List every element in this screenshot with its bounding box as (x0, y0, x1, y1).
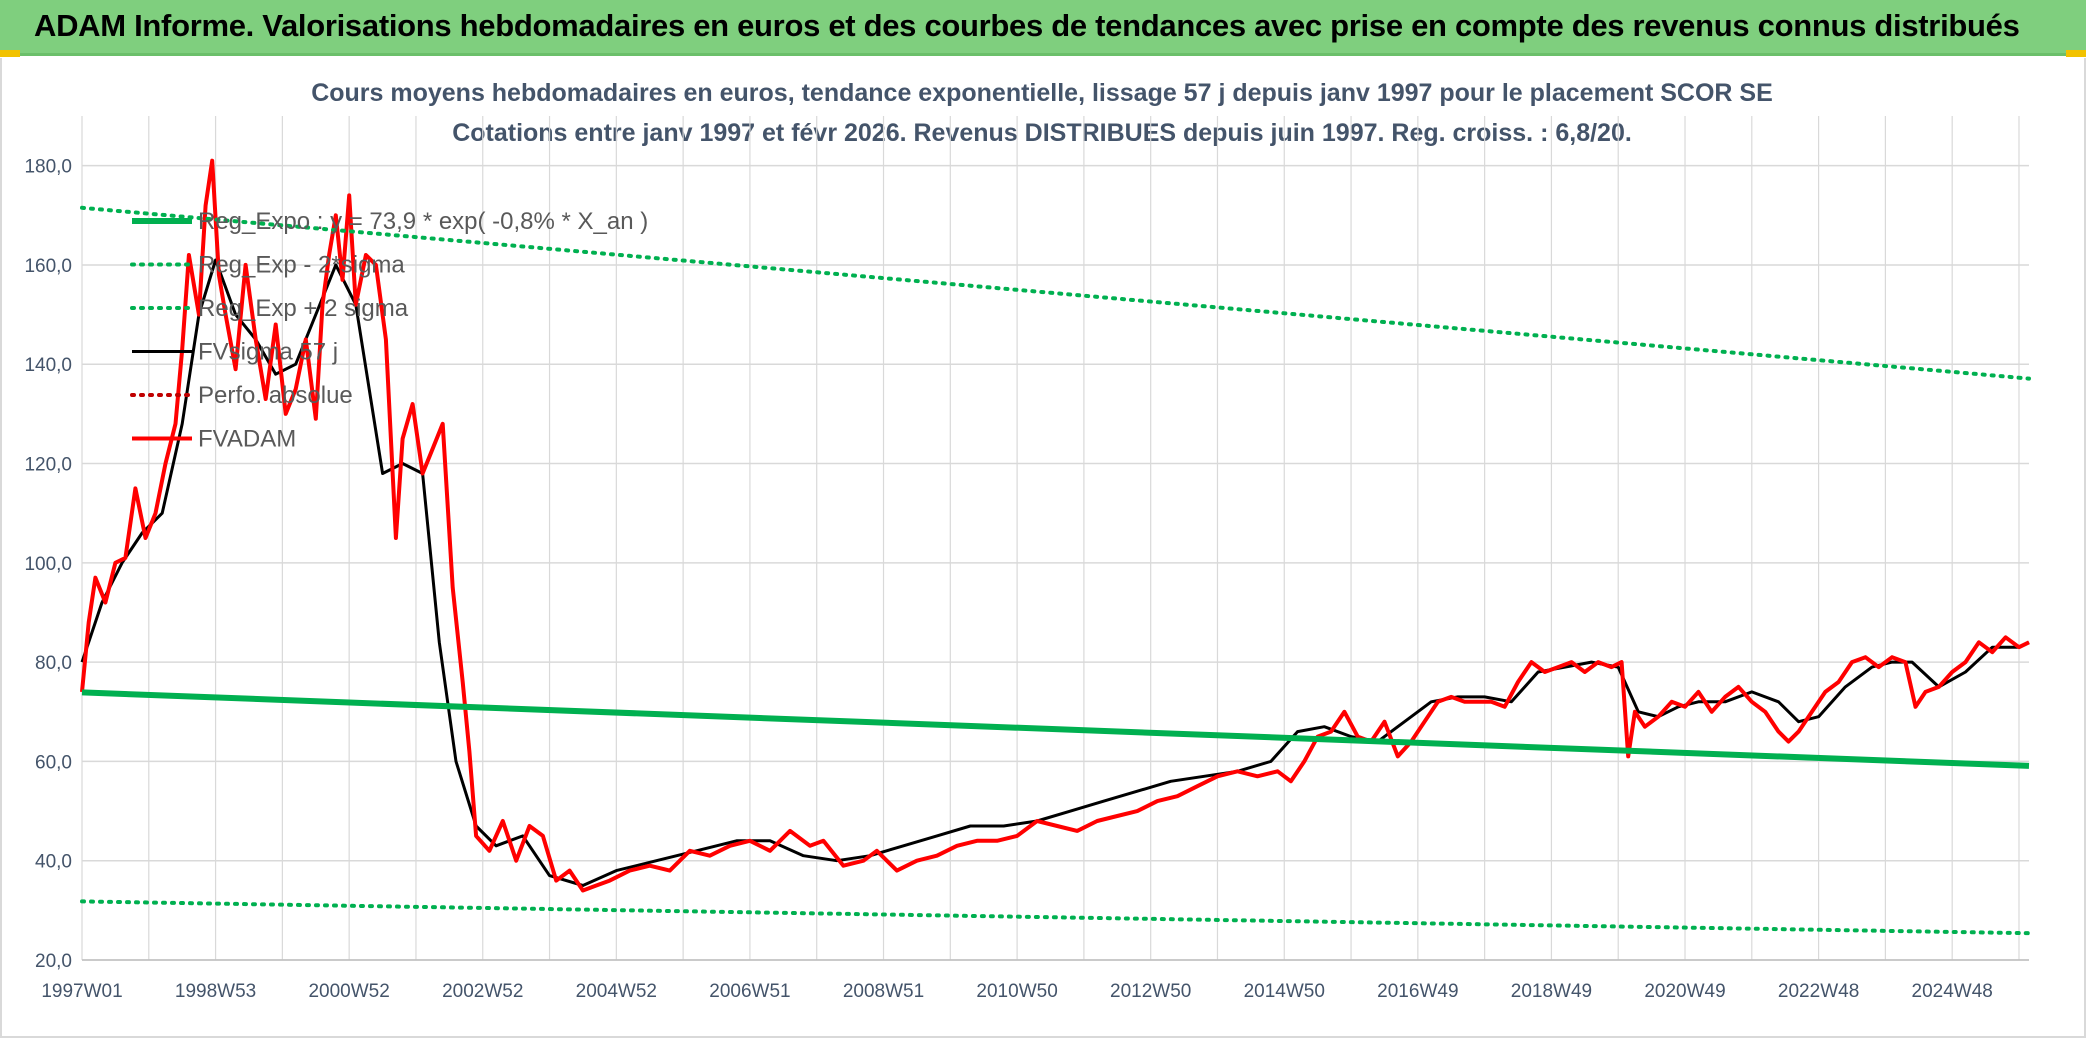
legend: Reg_Expo : y = 73,9 * exp( -0,8% * X_an … (130, 208, 648, 453)
corner-mark-left (0, 50, 20, 57)
series-line-1 (80, 899, 2031, 936)
corner-mark-right (2066, 50, 2086, 57)
x-tick-label: 2016W49 (1377, 981, 1458, 1002)
x-tick-label: 2008W51 (843, 981, 924, 1002)
y-tick-label: 140,0 (24, 355, 72, 376)
x-tick-label: 2014W50 (1244, 981, 1325, 1002)
y-tick-label: 100,0 (24, 554, 72, 575)
legend-entry: FVADAM (198, 426, 296, 453)
legend-entry: Perfo. absolue (198, 382, 353, 409)
x-tick-label: 2004W52 (576, 981, 657, 1002)
banner-title: ADAM Informe. Valorisations hebdomadaire… (34, 8, 2020, 43)
y-tick-label: 180,0 (24, 157, 72, 178)
series-line-2 (80, 205, 2031, 381)
grid-layer (81, 116, 2029, 961)
y-tick-label: 160,0 (24, 256, 72, 277)
series-line-0 (81, 689, 2030, 769)
legend-entry: Reg_Exp + 2 sigma (198, 295, 409, 322)
x-tick-label: 2006W51 (709, 981, 790, 1002)
legend-entry: Reg_Expo : y = 73,9 * exp( -0,8% * X_an … (198, 208, 648, 235)
chart: Cours moyens hebdomadaires en euros, ten… (24, 79, 2031, 1002)
y-tick-label: 120,0 (24, 455, 72, 476)
series-line-5 (80, 158, 2030, 893)
x-tick-label: 1998W53 (175, 981, 256, 1002)
x-tick-label: 2002W52 (442, 981, 523, 1002)
page-banner: ADAM Informe. Valorisations hebdomadaire… (0, 0, 2086, 57)
legend-entry: Reg_Exp - 2*sigma (198, 252, 405, 279)
x-tick-label: 2000W52 (308, 981, 389, 1002)
chart-subtitle: Cotations entre janv 1997 et févr 2026. … (452, 119, 1632, 147)
y-tick-label: 40,0 (35, 852, 72, 873)
x-tick-label: 2024W48 (1912, 981, 1993, 1002)
chart-frame: Cours moyens hebdomadaires en euros, ten… (0, 58, 2086, 1038)
legend-entry: FVsigma 57 j (198, 339, 338, 366)
x-tick-label: 2010W50 (976, 981, 1057, 1002)
y-tick-label: 20,0 (35, 951, 72, 972)
series-layer (80, 158, 2031, 936)
x-tick-label: 1997W01 (41, 981, 122, 1002)
x-tick-label: 2012W50 (1110, 981, 1191, 1002)
y-tick-label: 60,0 (35, 752, 72, 773)
tick-layer: 20,0 40,0 60,0 80,0 100,0 120,0 140,0 160,0 180,… (24, 157, 1992, 1002)
series-line-3 (80, 258, 2030, 887)
x-tick-label: 2018W49 (1511, 981, 1592, 1002)
y-tick-label: 80,0 (35, 653, 72, 674)
x-tick-label: 2022W48 (1778, 981, 1859, 1002)
chart-title: Cours moyens hebdomadaires en euros, ten… (311, 79, 1773, 107)
x-tick-label: 2020W49 (1644, 981, 1725, 1002)
